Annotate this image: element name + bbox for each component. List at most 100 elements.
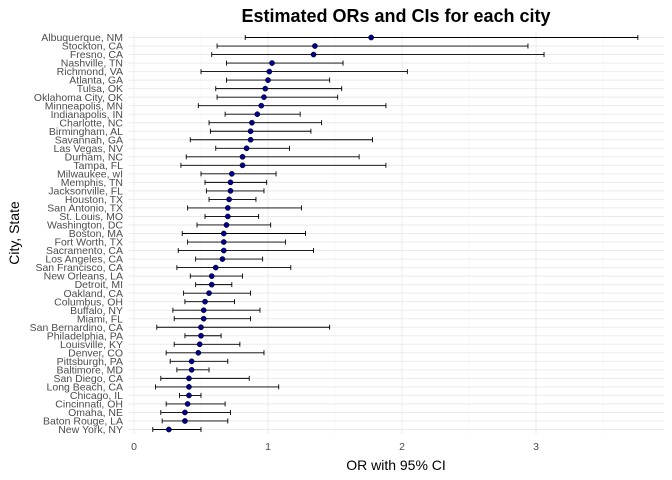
x-tick-label: 2 [399,441,405,453]
or-point [195,349,202,356]
or-point [200,315,207,322]
y-tick-label: Fresno, CA [70,49,123,61]
or-point [186,384,192,390]
or-point [212,264,219,271]
x-axis-title: OR with 95% CI [346,457,446,473]
city-row [165,349,265,356]
y-tick-label: Boston, MA [69,228,123,240]
city-row [208,119,323,126]
or-point [269,60,275,66]
city-row [209,128,312,135]
y-tick-label: Fort Worth, TX [55,237,123,249]
or-point [261,94,267,101]
city-row [173,341,241,348]
city-row [226,77,331,83]
or-point [239,162,246,169]
y-tick-label: Pittsburgh, PA [57,356,123,368]
city-row [176,264,292,271]
y-tick-label: Tulsa, OK [77,83,123,95]
city-row [216,94,339,101]
city-row [187,205,302,211]
y-tick-label: Indianapolis, IN [51,109,123,121]
city-row [181,230,306,237]
grid [128,32,664,434]
or-point [247,128,254,135]
y-tick-label: Houston, TX [65,194,123,206]
or-point [165,426,172,433]
y-tick-label: Long Beach, CA [47,381,123,393]
or-point [200,307,207,314]
or-point [182,418,188,424]
city-row [165,401,226,407]
city-row [152,426,202,433]
or-point [266,68,273,75]
y-tick-label: Philadelphia, PA [47,330,123,342]
y-tick-label: New York, NY [58,424,123,436]
or-point [196,341,203,348]
or-point [239,153,246,160]
or-point [249,119,255,126]
or-point [198,324,204,331]
chart-title: Estimated ORs and CIs for each city [241,6,550,26]
or-point [228,170,235,177]
y-tick-label: New Orleans, LA [44,271,123,283]
city-row [195,256,264,262]
y-tick-label: Savannah, GA [55,134,123,146]
or-point [265,77,271,83]
city-row [195,281,233,288]
or-point [224,213,231,220]
y-tick-label: Denver, CO [68,347,123,359]
or-point [310,51,317,58]
y-tick-label: San Antonio, TX [47,203,123,215]
city-row [244,34,639,41]
city-row [211,51,545,58]
or-point [258,102,265,109]
y-tick-label: Cincinnati, OH [55,399,123,411]
x-tick-labels: 0 1 2 3 [131,441,539,453]
y-tick-label: Louisville, KY [60,339,123,351]
or-point [247,136,254,143]
y-tick-label: Sacramento, CA [46,245,123,257]
or-point [184,401,191,407]
city-row [216,43,529,49]
city-row [160,375,250,382]
y-tick-label: Oakland, CA [63,288,123,300]
y-tick-label: Stockton, CA [62,41,123,53]
city-row [196,222,272,228]
city-row [226,60,344,66]
or-point [368,34,375,41]
or-point [182,409,188,416]
city-row [184,298,235,305]
or-point [186,375,192,382]
city-row [173,315,252,322]
y-tick-label: Columbus, OH [54,296,123,308]
y-tick-label: Milwaukee, wI [57,168,123,180]
x-tick-label: 1 [265,441,271,453]
y-tick-label: Birmingham, AL [49,126,123,138]
y-tick-label: Omaha, NE [68,407,123,419]
city-row [197,102,387,109]
city-row [208,196,257,203]
city-row [169,358,229,365]
city-row [189,136,373,143]
y-tick-label: San Diego, CA [54,373,123,385]
city-row [215,145,290,152]
or-point [188,358,195,365]
or-point [254,111,261,118]
city-row [189,273,243,279]
chart-marks [152,34,639,433]
city-row [176,366,210,373]
y-tick-label: Miami, FL [77,313,123,325]
or-point [220,247,227,254]
or-point [243,145,250,152]
or-point [220,230,227,237]
city-row [183,290,252,297]
or-point [219,256,226,262]
city-row [205,188,265,194]
y-tick-label: Detroit, MI [75,279,123,291]
city-row [224,111,301,118]
y-axis-title: City, State [6,201,22,265]
y-tick-label: St. Louis, MO [59,211,123,223]
y-tick-label: Memphis, TN [61,177,123,189]
